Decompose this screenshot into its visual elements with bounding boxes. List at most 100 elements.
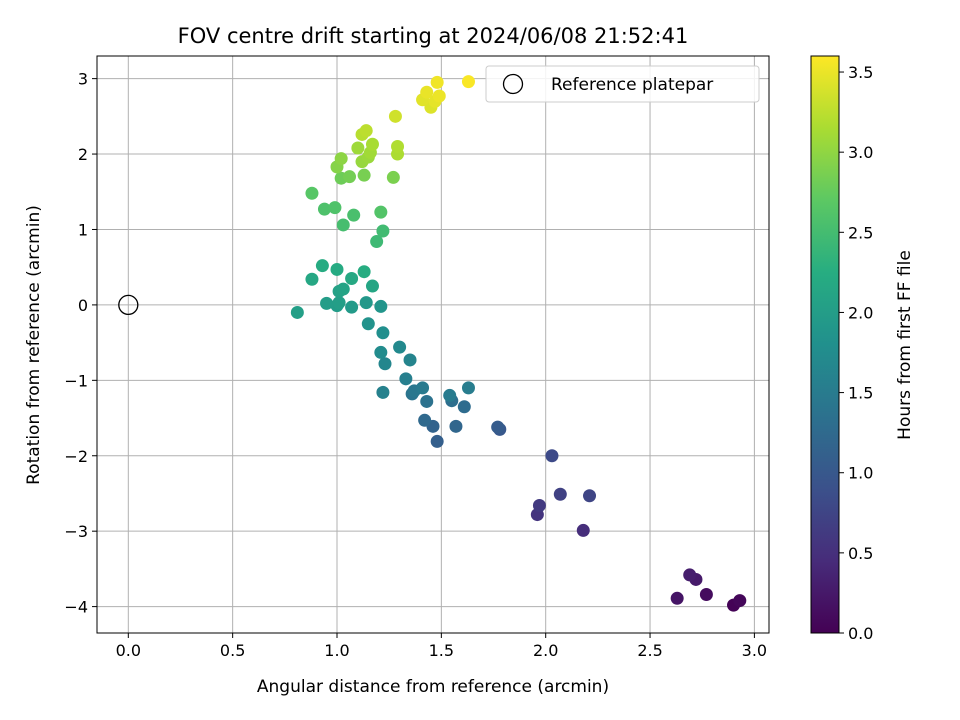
scatter-point — [370, 235, 384, 249]
x-tick-label: 2.5 — [637, 641, 662, 660]
scatter-point — [576, 523, 590, 537]
scatter-point — [330, 262, 344, 276]
scatter-point — [399, 372, 413, 386]
colorbar-tick-label: 2.5 — [848, 223, 873, 242]
y-tick-label: 2 — [78, 145, 88, 164]
scatter-point — [374, 345, 388, 359]
scatter-point — [461, 381, 475, 395]
scatter-point — [374, 205, 388, 219]
scatter-point — [491, 420, 505, 434]
colorbar-tick-label: 3.0 — [848, 143, 873, 162]
scatter-point — [416, 381, 430, 395]
scatter-point — [699, 588, 713, 602]
scatter-point — [305, 186, 319, 200]
scatter-point — [432, 89, 446, 103]
scatter-point — [359, 296, 373, 310]
scatter-point — [374, 299, 388, 313]
y-axis-label: Rotation from reference (arcmin) — [24, 205, 44, 485]
scatter-point — [347, 208, 361, 222]
scatter-point — [545, 449, 559, 463]
reference-marker-group — [118, 294, 139, 316]
reference-point-marker — [118, 294, 139, 316]
scatter-point — [386, 170, 400, 184]
scatter-point — [376, 385, 390, 399]
y-axis-ticks: −4 −3 −2 −1 0 1 2 3 — [64, 70, 97, 617]
scatter-point — [430, 434, 444, 448]
y-tick-label: −3 — [64, 522, 88, 541]
x-tick-label: 3.0 — [742, 641, 767, 660]
y-tick-label: −1 — [64, 371, 88, 390]
scatter-point — [461, 75, 475, 89]
colorbar-gradient — [811, 56, 839, 633]
colorbar-frame — [810, 55, 840, 634]
colorbar-label: Hours from first FF file — [895, 250, 915, 440]
scatter-point — [457, 400, 471, 414]
colorbar-tick-label: 0.0 — [848, 624, 873, 643]
legend-reference-marker — [502, 73, 524, 95]
scatter-point — [334, 152, 348, 166]
scatter-point — [449, 419, 463, 433]
plot-area: 0.0 0.5 1.0 1.5 2.0 2.5 3.0 −4 −3 −2 −1 0 1 2 3 — [64, 55, 770, 660]
x-tick-label: 1.5 — [429, 641, 454, 660]
scatter-point — [532, 499, 546, 513]
x-tick-label: 1.0 — [324, 641, 349, 660]
scatter-point — [336, 218, 350, 232]
colorbar-tick-label: 0.5 — [848, 544, 873, 563]
scatter-point — [418, 413, 432, 427]
scatter-point — [290, 305, 304, 319]
scatter-point — [345, 300, 359, 314]
y-tick-label: 1 — [78, 220, 88, 239]
x-axis-label: Angular distance from reference (arcmin) — [257, 677, 609, 697]
scatter-point — [670, 591, 684, 605]
scatter-point — [376, 224, 390, 238]
scatter-point — [357, 168, 371, 182]
scatter-point — [357, 265, 371, 279]
scatter-point — [553, 487, 567, 501]
colorbar-ticks: 0.0 0.5 1.0 1.5 2.0 2.5 3.0 3.5 — [839, 63, 873, 643]
y-tick-label: −4 — [64, 598, 88, 617]
legend: Reference platepar — [485, 65, 760, 103]
y-tick-label: 3 — [78, 70, 88, 89]
scatter-point — [443, 388, 457, 402]
colorbar-tick-label: 3.5 — [848, 63, 873, 82]
scatter-point — [343, 170, 357, 184]
legend-label-reference: Reference platepar — [551, 75, 713, 95]
scatter-point — [683, 568, 697, 582]
scatter-point — [403, 353, 417, 367]
scatter-point — [328, 201, 342, 215]
scatter-point — [317, 202, 331, 216]
scatter-point — [391, 140, 405, 154]
legend-box — [485, 65, 760, 103]
y-tick-label: −2 — [64, 447, 88, 466]
scatter-point — [430, 75, 444, 89]
scatter-points — [290, 75, 747, 612]
colorbar-tick-label: 1.5 — [848, 384, 873, 403]
colorbar-tick-label: 2.0 — [848, 303, 873, 322]
scatter-point — [320, 296, 334, 310]
scatter-point — [345, 272, 359, 286]
scatter-point — [733, 594, 747, 608]
scatter-point — [351, 141, 365, 155]
scatter-point — [332, 296, 346, 310]
scatter-point — [420, 394, 434, 408]
scatter-point — [378, 357, 392, 371]
scatter-point — [388, 109, 402, 123]
x-axis-ticks: 0.0 0.5 1.0 1.5 2.0 2.5 3.0 — [116, 633, 767, 660]
scatter-point — [365, 279, 379, 293]
y-tick-label: 0 — [78, 296, 88, 315]
scatter-point — [420, 85, 434, 99]
plot-background — [97, 56, 769, 633]
chart-title: FOV centre drift starting at 2024/06/08 … — [178, 24, 689, 48]
x-tick-label: 2.0 — [533, 641, 558, 660]
colorbar-tick-label: 1.0 — [848, 464, 873, 483]
scatter-point — [583, 489, 597, 503]
x-tick-label: 0.5 — [220, 641, 245, 660]
scatter-point — [376, 326, 390, 340]
plot-frame — [96, 55, 770, 634]
scatter-point — [336, 282, 350, 296]
scatter-point — [365, 137, 379, 151]
scatter-point — [359, 124, 373, 138]
scatter-point — [393, 340, 407, 354]
scatter-point — [305, 272, 319, 286]
